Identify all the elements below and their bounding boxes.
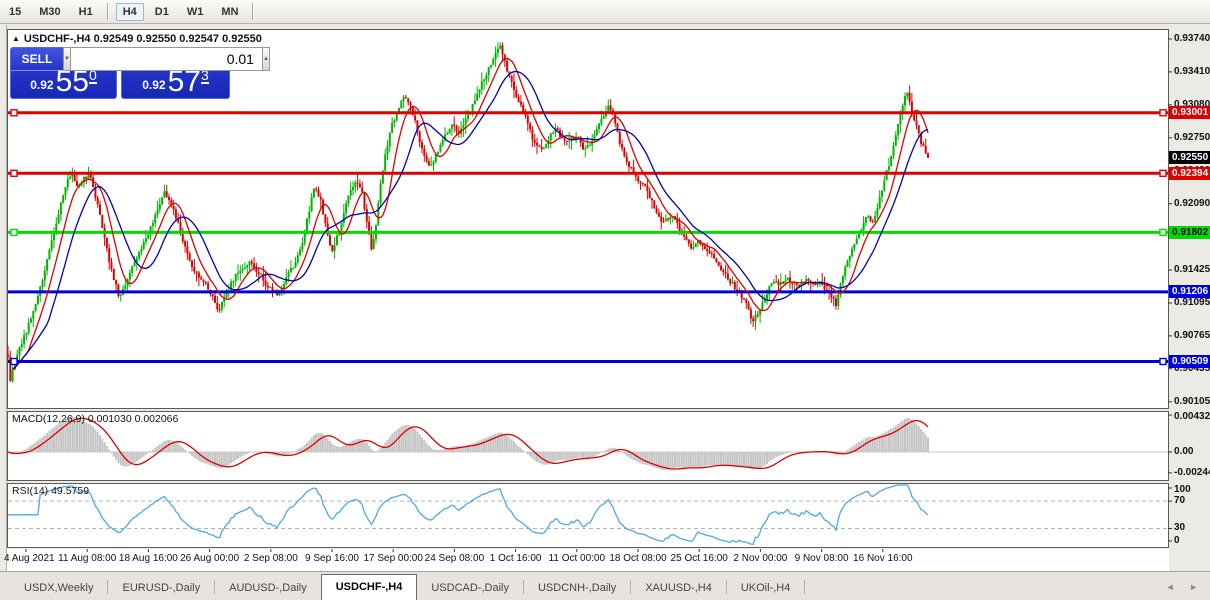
price-marker-0.93001: 0.93001 — [1169, 106, 1210, 120]
macd-tick-label: 0.004323 — [1174, 411, 1210, 422]
buy-price-pip: 3 — [200, 67, 209, 84]
timeframe-button-mn[interactable]: MN — [221, 5, 239, 18]
time-axis-label: 9 Sep 16:00 — [305, 553, 359, 564]
rsi-tick-label: 0 — [1174, 535, 1180, 546]
sell-price-big: 55 — [55, 65, 89, 98]
price-tick-label: 0.90105 — [1174, 395, 1210, 407]
price-tick-label: 0.93410 — [1174, 65, 1210, 77]
time-axis-label: 24 Sep 08:00 — [424, 553, 485, 564]
price-tick-label: 0.91095 — [1174, 296, 1210, 308]
chart-tab-bar: USDX,Weekly EURUSD-,Daily AUDUSD-,Daily USD… — [0, 571, 1210, 600]
toolbar-separator — [106, 3, 109, 20]
time-axis[interactable] — [7, 549, 1169, 571]
buy-price-big: 57 — [167, 65, 201, 98]
macd-tick-label: -0.002445 — [1174, 466, 1210, 478]
price-tick-label: 0.90435 — [1174, 362, 1210, 374]
price-tick-label: 0.93740 — [1174, 33, 1210, 44]
time-axis-label: 16 Nov 16:00 — [853, 553, 913, 564]
tab-separator — [630, 580, 632, 594]
chart-tab-usdcnh-daily[interactable]: USDCNH-,Daily — [537, 582, 617, 594]
timeframe-button-15[interactable]: 15 — [9, 5, 22, 18]
price-marker-0.91206: 0.91206 — [1169, 285, 1210, 299]
chart-tab-audusd-daily[interactable]: AUDUSD-,Daily — [229, 582, 307, 594]
time-axis-label: 4 Aug 2021 — [4, 553, 55, 564]
tab-separator — [725, 580, 727, 594]
time-axis-label: 17 Sep 00:00 — [363, 553, 423, 564]
chart-symbol-label: USDCHF-,H4 — [23, 33, 91, 45]
timeframe-button-h4[interactable]: H4 — [115, 2, 144, 21]
tab-separator — [522, 580, 524, 594]
chart-tab-usdcad-daily[interactable]: USDCAD-,Daily — [431, 582, 509, 594]
rsi-label: RSI(14) 49.5759 — [12, 485, 90, 497]
macd-label: MACD(12,26,9) 0.001030 0.002066 — [12, 413, 179, 425]
price-tick-label: 0.92090 — [1174, 197, 1210, 209]
timeframe-button-m30[interactable]: M30 — [39, 5, 61, 18]
timeframe-toolbar: 15 M30 H1 H4 D1 W1 MN — [0, 0, 1210, 24]
time-axis-label: 11 Oct 00:00 — [548, 553, 606, 564]
price-tick-label: 0.90765 — [1174, 329, 1210, 341]
price-tick-label: 0.93080 — [1174, 98, 1210, 110]
tab-separator — [214, 580, 216, 594]
sell-price-prefix: 0.92 — [30, 78, 54, 92]
tabs-host: USDX,Weekly EURUSD-,Daily AUDUSD-,Daily USD… — [10, 574, 806, 600]
timeframe-button-w1[interactable]: W1 — [186, 5, 204, 18]
volume-control: ▼ ▲ — [63, 47, 270, 71]
chart-title: ▲ USDCHF-,H4 0.92549 0.92550 0.92547 0.92… — [12, 33, 262, 45]
price-marker-0.91802: 0.91802 — [1169, 225, 1210, 239]
macd-panel[interactable] — [7, 411, 1169, 481]
sell-price: 0.92 55 0 — [11, 65, 116, 98]
price-marker-0.90509: 0.90509 — [1169, 354, 1210, 368]
chart-window-left-edge — [0, 25, 7, 571]
collapse-triangle-icon[interactable]: ▲ — [12, 34, 20, 43]
rsi-tick-label: 100 — [1174, 484, 1191, 495]
buy-price: 0.92 57 3 — [122, 65, 229, 98]
chart-tab-xauusd-h4[interactable]: XAUUSD-,H4 — [645, 582, 712, 594]
timeframe-button-d1[interactable]: D1 — [154, 5, 169, 18]
buy-price-prefix: 0.92 — [142, 78, 166, 92]
price-marker-0.92394: 0.92394 — [1169, 166, 1210, 180]
time-axis-label: 25 Oct 16:00 — [670, 553, 728, 564]
time-axis-label: 1 Oct 16:00 — [489, 553, 542, 564]
volume-increase-button[interactable]: ▲ — [261, 47, 270, 71]
time-axis-label: 11 Aug 08:00 — [58, 553, 117, 564]
time-axis-label: 2 Sep 08:00 — [243, 553, 298, 564]
chart-tab-ukoil-h4[interactable]: UKOil-,H4 — [740, 582, 791, 594]
rsi-tick-label: 30 — [1174, 522, 1186, 534]
one-click-trading-panel: SELL 0.92 55 0 BUY 0.92 57 3 ▼ ▲ — [10, 47, 270, 99]
tab-scroll-arrows[interactable]: ◄ ► — [1165, 582, 1204, 592]
tab-separator — [804, 580, 806, 594]
sell-price-pip: 0 — [88, 67, 97, 84]
rsi-panel[interactable] — [7, 483, 1169, 548]
price-tick-label: 0.92750 — [1174, 131, 1210, 143]
volume-input[interactable] — [70, 47, 262, 71]
volume-decrease-button[interactable]: ▼ — [63, 47, 71, 71]
macd-tick-label: 0.00 — [1174, 446, 1194, 457]
chart-tab-usdx-weekly[interactable]: USDX,Weekly — [24, 582, 94, 594]
time-axis-label: 9 Nov 08:00 — [794, 553, 849, 564]
time-axis-label: 26 Aug 00:00 — [180, 553, 240, 564]
chart-tab-eurusd-daily[interactable]: EURUSD-,Daily — [122, 582, 201, 594]
tab-separator — [107, 580, 109, 594]
timeframe-button-h1[interactable]: H1 — [78, 5, 93, 18]
time-axis-label: 18 Aug 16:00 — [118, 553, 178, 564]
chart-ohlc-values: 0.92549 0.92550 0.92547 0.92550 — [93, 33, 262, 45]
chart-tab-usdchf-h4[interactable]: USDCHF-,H4 — [320, 574, 418, 600]
price-tick-label: 0.91425 — [1174, 264, 1210, 276]
price-marker-0.92550: 0.92550 — [1169, 151, 1210, 165]
rsi-tick-label: 70 — [1174, 495, 1186, 507]
time-axis-label: 2 Nov 00:00 — [733, 553, 788, 564]
time-axis-label: 18 Oct 08:00 — [609, 553, 667, 564]
toolbar-separator — [252, 3, 255, 20]
